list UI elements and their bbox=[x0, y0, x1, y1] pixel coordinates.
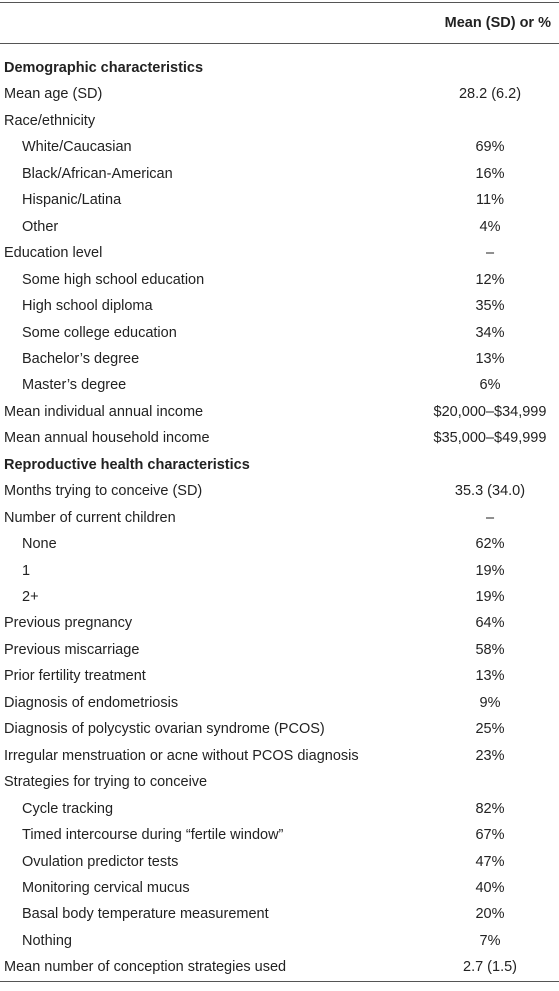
row-label: Months trying to conceive (SD) bbox=[4, 483, 203, 500]
row-label: Mean individual annual income bbox=[4, 403, 204, 420]
row-label: 2+ bbox=[22, 589, 39, 605]
row-label: Monitoring cervical mucus bbox=[22, 879, 190, 896]
row-value: $35,000–$49,999 bbox=[433, 430, 547, 447]
row-label: Mean number of conception strategies use… bbox=[4, 959, 287, 976]
row-value: 4% bbox=[479, 218, 501, 235]
row-label: Ovulation predictor tests bbox=[22, 853, 179, 870]
row-value: 11% bbox=[476, 192, 504, 209]
row-label: High school diploma bbox=[22, 298, 153, 315]
row-label: Previous miscarriage bbox=[4, 641, 140, 658]
row-label: Race/ethnicity bbox=[4, 112, 96, 129]
section-heading: Reproductive health characteristics bbox=[4, 456, 250, 473]
row-value: 25% bbox=[475, 721, 505, 738]
row-label: Timed intercourse during “fertile window… bbox=[22, 827, 284, 844]
column-header: Mean (SD) or % bbox=[444, 15, 551, 31]
row-value: 64% bbox=[475, 615, 505, 632]
row-value: 7% bbox=[479, 932, 501, 949]
row-value: 19% bbox=[475, 562, 505, 579]
row-label: Some high school education bbox=[22, 271, 205, 288]
row-label: Diagnosis of polycystic ovarian syndrome… bbox=[4, 721, 325, 738]
row-label: Irregular menstruation or acne without P… bbox=[4, 747, 359, 764]
row-value: 2.7 (1.5) bbox=[463, 959, 517, 976]
row-value: – bbox=[485, 509, 495, 526]
row-label: Hispanic/Latina bbox=[22, 192, 122, 209]
row-value: 23% bbox=[475, 747, 505, 764]
section-heading: Demographic characteristics bbox=[4, 60, 204, 76]
row-label: 1 bbox=[22, 562, 31, 579]
row-label: White/Caucasian bbox=[22, 139, 132, 156]
row-value: 35.3 (34.0) bbox=[454, 483, 526, 500]
row-label: Strategies for trying to conceive bbox=[4, 774, 208, 791]
row-value: – bbox=[485, 245, 495, 262]
row-label: Some college education bbox=[22, 324, 177, 341]
row-value: 13% bbox=[475, 350, 505, 367]
row-label: Education level bbox=[4, 245, 103, 262]
row-value: 12% bbox=[475, 271, 505, 288]
row-value: 69% bbox=[475, 139, 505, 156]
row-value: 16% bbox=[475, 165, 505, 182]
row-value: 34% bbox=[475, 324, 505, 341]
row-value: 19% bbox=[475, 589, 505, 605]
row-value: 6% bbox=[479, 377, 501, 394]
top-rule bbox=[0, 2, 559, 3]
row-value: 58% bbox=[475, 641, 505, 658]
row-value: 40% bbox=[475, 879, 505, 896]
row-label: Mean age (SD) bbox=[4, 86, 103, 103]
bottom-rule bbox=[0, 981, 559, 982]
row-label: Basal body temperature measurement bbox=[22, 906, 269, 923]
row-label: Previous pregnancy bbox=[4, 615, 133, 632]
row-value: 28.2 (6.2) bbox=[458, 86, 522, 103]
row-value: $20,000–$34,999 bbox=[433, 403, 547, 420]
row-label: None bbox=[22, 536, 57, 553]
row-value: 67% bbox=[475, 827, 505, 844]
row-label: Mean annual household income bbox=[4, 430, 210, 447]
row-label: Other bbox=[22, 218, 59, 235]
row-label: Nothing bbox=[22, 932, 72, 949]
row-value: 20% bbox=[475, 906, 505, 923]
row-label: Black/African-American bbox=[22, 165, 173, 182]
row-value: 13% bbox=[475, 668, 505, 685]
row-label: Diagnosis of endometriosis bbox=[4, 694, 179, 711]
row-value: 62% bbox=[475, 536, 505, 553]
row-value: 9% bbox=[479, 694, 501, 711]
row-label: Number of current children bbox=[4, 509, 176, 526]
header-rule bbox=[0, 43, 559, 44]
row-value: 47% bbox=[475, 853, 505, 870]
row-label: Master’s degree bbox=[22, 377, 127, 394]
row-label: Cycle tracking bbox=[22, 800, 114, 817]
row-value: 82% bbox=[475, 800, 505, 817]
row-label: Bachelor’s degree bbox=[22, 350, 140, 367]
row-label: Prior fertility treatment bbox=[4, 668, 146, 685]
row-value: 35% bbox=[475, 298, 505, 315]
